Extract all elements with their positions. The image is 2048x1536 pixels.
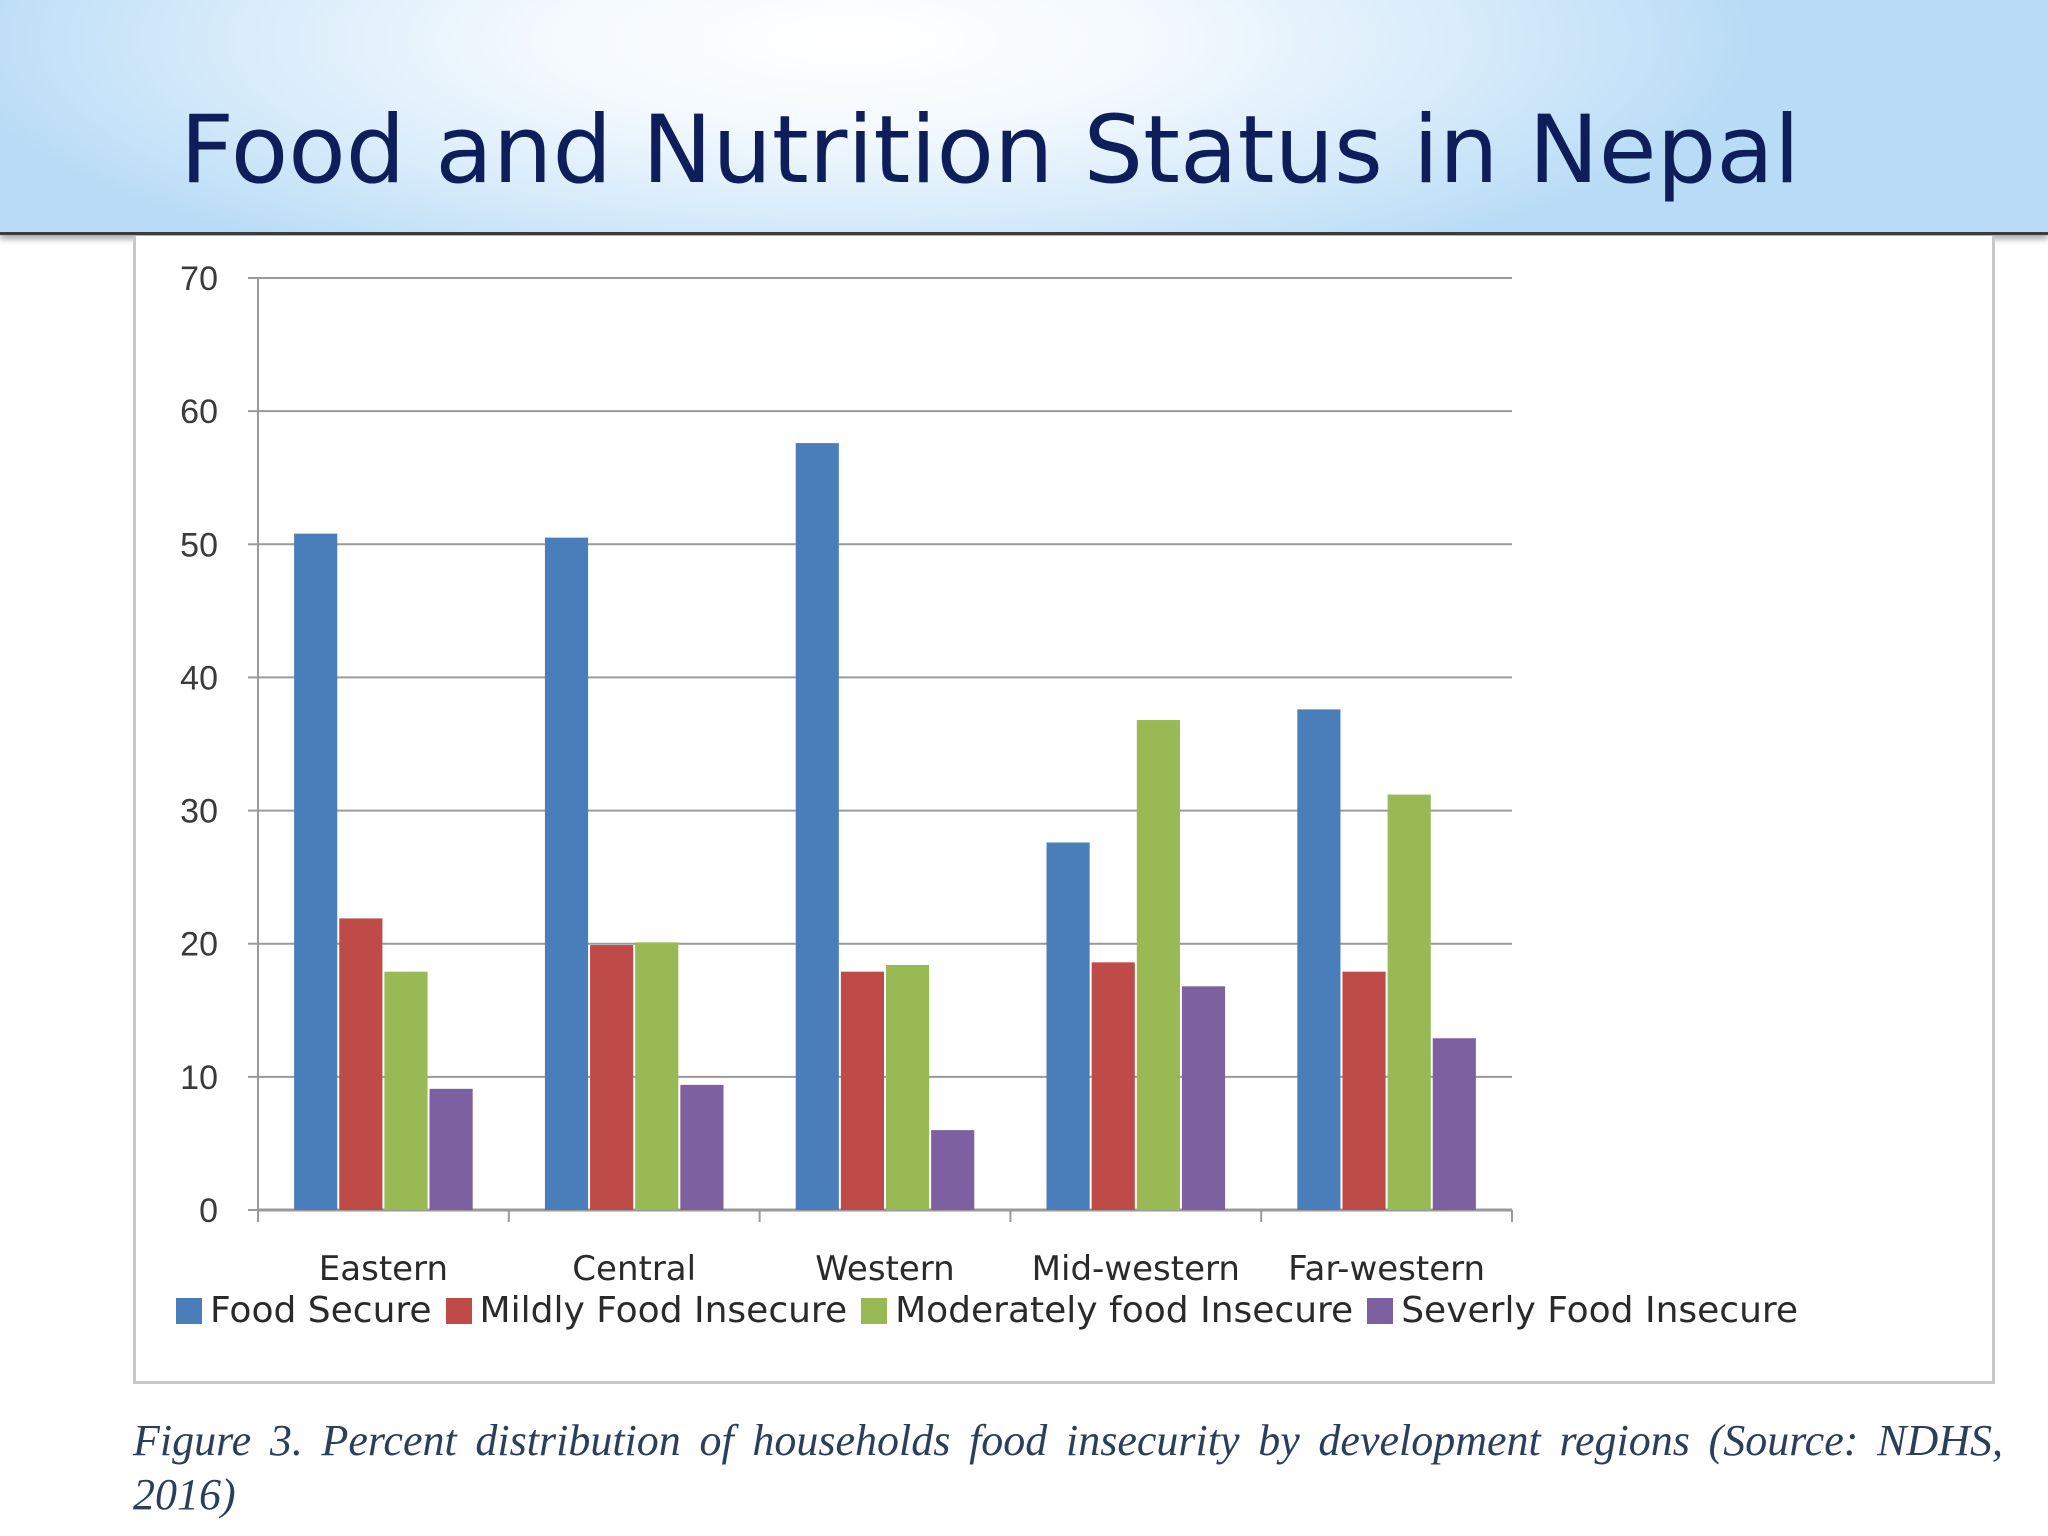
bar-far-western-food-secure — [1297, 709, 1341, 1210]
bar-western-food-secure — [795, 443, 839, 1210]
bar-eastern-mildly-food-insecure — [339, 918, 383, 1210]
legend-label-3: Severly Food Insecure — [1401, 1290, 1799, 1331]
y-tick-label-40: 40 — [180, 659, 218, 697]
bar-mid-western-food-secure — [1046, 842, 1090, 1210]
bar-far-western-mildly-food-insecure — [1342, 971, 1386, 1210]
bar-western-moderately-food-insecure — [886, 965, 930, 1210]
x-category-label-mid-western: Mid-western — [1032, 1249, 1240, 1289]
bar-eastern-food-secure — [294, 533, 338, 1210]
bar-central-mildly-food-insecure — [590, 945, 634, 1210]
bar-eastern-moderately-food-insecure — [384, 971, 428, 1210]
legend-label-1: Mildly Food Insecure — [479, 1290, 848, 1331]
legend-item-1: Mildly Food Insecure — [445, 1290, 848, 1331]
x-category-label-western: Western — [815, 1249, 954, 1289]
y-tick-label-10: 10 — [180, 1059, 218, 1097]
x-category-label-far-western: Far-western — [1288, 1249, 1485, 1289]
bar-far-western-severly-food-insecure — [1432, 1038, 1476, 1210]
chart-legend: Food Secure Mildly Food Insecure Moderatel… — [176, 1290, 1812, 1331]
legend-label-2: Moderately food Insecure — [895, 1290, 1354, 1331]
slide-header: Food and Nutrition Status in Nepal — [0, 0, 2048, 235]
x-category-label-eastern: Eastern — [319, 1249, 448, 1289]
legend-item-0: Food Secure — [176, 1290, 432, 1331]
legend-item-3: Severly Food Insecure — [1367, 1290, 1798, 1331]
legend-label-0: Food Secure — [210, 1290, 432, 1331]
legend-swatch-3 — [1367, 1297, 1394, 1324]
bar-central-moderately-food-insecure — [635, 942, 679, 1210]
legend-swatch-2 — [861, 1297, 888, 1324]
figure-caption: Figure 3. Percent distribution of househ… — [133, 1416, 2003, 1519]
bar-western-mildly-food-insecure — [840, 971, 884, 1210]
legend-swatch-1 — [445, 1297, 472, 1324]
bar-mid-western-moderately-food-insecure — [1136, 720, 1180, 1210]
y-tick-label-20: 20 — [180, 926, 218, 964]
bar-central-severly-food-insecure — [680, 1084, 724, 1210]
y-tick-label-50: 50 — [180, 526, 218, 564]
y-tick-label-60: 60 — [180, 393, 218, 431]
legend-item-2: Moderately food Insecure — [861, 1290, 1353, 1331]
slide-title: Food and Nutrition Status in Nepal — [180, 96, 1800, 205]
bar-western-severly-food-insecure — [931, 1130, 975, 1210]
y-tick-label-70: 70 — [180, 260, 218, 298]
legend-swatch-0 — [176, 1297, 202, 1324]
bar-far-western-moderately-food-insecure — [1387, 794, 1431, 1210]
bar-mid-western-severly-food-insecure — [1181, 986, 1226, 1210]
bar-eastern-severly-food-insecure — [429, 1088, 473, 1210]
bar-central-food-secure — [544, 537, 589, 1210]
y-tick-label-0: 0 — [199, 1192, 218, 1230]
x-category-label-central: Central — [572, 1249, 696, 1289]
bar-mid-western-mildly-food-insecure — [1091, 962, 1135, 1210]
y-tick-label-30: 30 — [180, 793, 218, 831]
